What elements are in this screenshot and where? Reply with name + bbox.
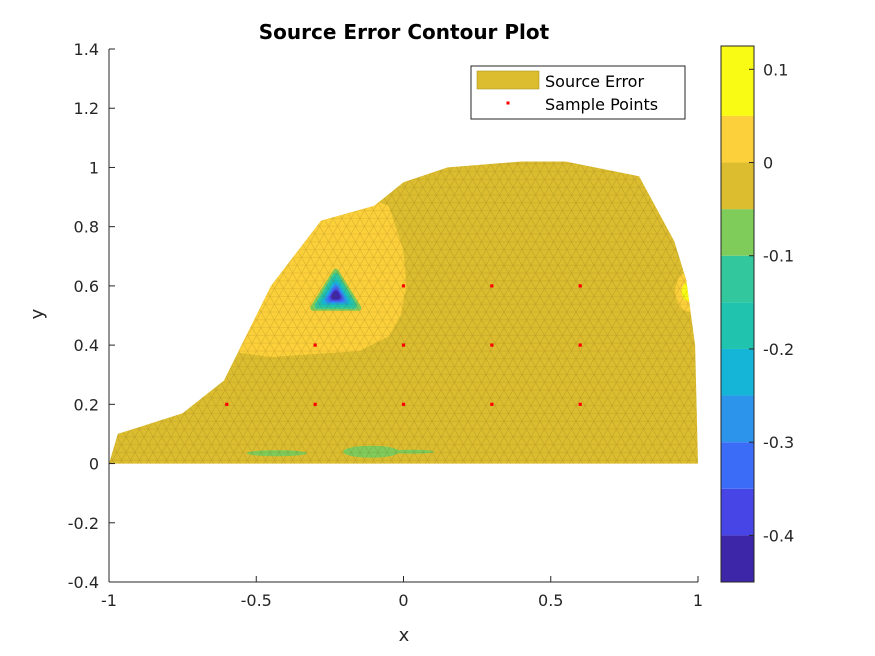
sample-point <box>578 402 582 406</box>
y-tick-label: 1.2 <box>74 99 99 118</box>
x-tick-label: 1 <box>693 591 703 610</box>
sample-point <box>401 343 406 347</box>
x-axis: -1 -0.5 0 0.5 1 <box>101 576 703 610</box>
colorbar: 0.1 0 -0.1 -0.2 -0.3 -0.4 <box>720 45 794 583</box>
chart-title: Source Error Contour Plot <box>259 20 550 44</box>
x-tick-label: 0.5 <box>538 591 563 610</box>
colorbar-level <box>721 209 754 256</box>
colorbar-tick-label: -0.4 <box>763 526 794 545</box>
sample-point <box>313 343 317 347</box>
y-tick-label: 0.4 <box>74 336 99 355</box>
y-tick-label: -0.2 <box>68 514 99 533</box>
colorbar-level <box>721 442 754 489</box>
x-tick-label: -1 <box>101 591 117 610</box>
colorbar-level <box>721 162 754 210</box>
colorbar-level <box>721 348 754 396</box>
sample-point <box>401 284 406 288</box>
sample-point <box>401 402 406 406</box>
sample-point <box>578 284 582 288</box>
colorbar-level <box>721 46 754 116</box>
sample-point <box>578 343 582 347</box>
contour-fields <box>109 161 698 464</box>
y-tick-label: 0.8 <box>74 218 99 237</box>
y-tick-label: -0.4 <box>68 573 99 592</box>
y-tick-label: 1.4 <box>74 40 99 59</box>
x-tick-label: -0.5 <box>241 591 272 610</box>
y-tick-label: 1 <box>89 158 99 177</box>
colorbar-level <box>721 115 754 163</box>
colorbar-tick-label: 0 <box>763 154 773 173</box>
sample-point <box>225 402 229 406</box>
colorbar-tick-label: -0.1 <box>763 247 794 266</box>
sample-point <box>490 402 494 406</box>
y-tick-label: 0.2 <box>74 395 99 414</box>
legend-label-sample-points: Sample Points <box>545 95 658 114</box>
colorbar-tick-label: 0.1 <box>763 60 788 79</box>
legend-marker-sample-points <box>506 101 510 105</box>
plot-area <box>109 161 698 464</box>
sample-point <box>490 284 494 288</box>
sample-point <box>490 343 494 347</box>
mesh-overlay <box>109 161 698 464</box>
colorbar-tick-label: -0.2 <box>763 340 794 359</box>
y-axis-label: y <box>27 308 48 319</box>
y-tick-label: 0 <box>89 455 99 474</box>
colorbar-level <box>721 395 754 443</box>
colorbar-level <box>721 535 754 582</box>
colorbar-tick-label: -0.3 <box>763 433 794 452</box>
colorbar-frame <box>720 45 755 583</box>
x-axis-label: x <box>399 625 410 646</box>
legend-patch-source-error <box>476 70 540 90</box>
sample-point <box>313 402 317 406</box>
legend: Source Error Sample Points <box>470 65 686 120</box>
legend-label-source-error: Source Error <box>545 72 644 91</box>
colorbar-level <box>721 255 754 303</box>
colorbar-level <box>721 302 754 349</box>
colorbar-level <box>721 488 754 536</box>
x-tick-label: 0 <box>398 591 408 610</box>
y-axis: -0.4 -0.2 0 0.2 0.4 0.6 0.8 1 1.2 1.4 <box>68 40 115 592</box>
y-tick-label: 0.6 <box>74 277 99 296</box>
